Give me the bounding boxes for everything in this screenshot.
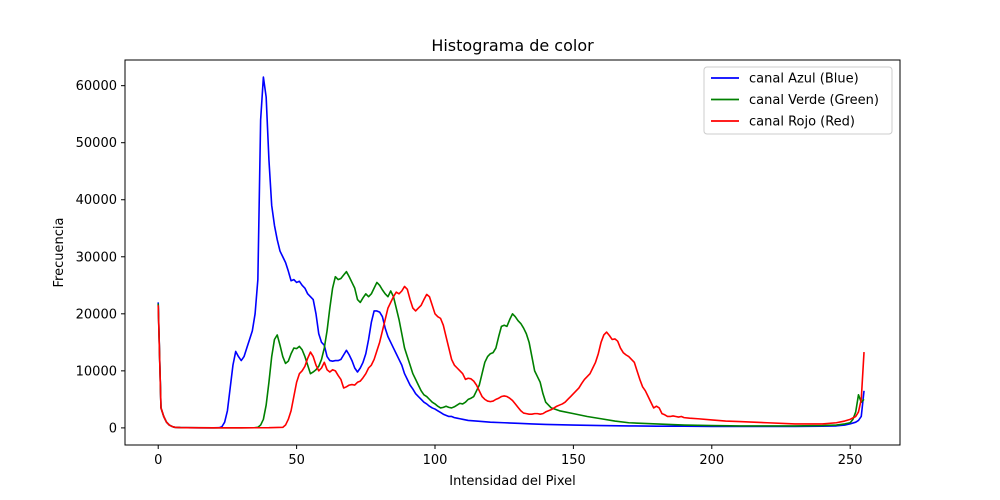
series-line-1 [157, 270, 865, 429]
y-tick-label: 40000 [76, 193, 117, 208]
series-line-0 [157, 76, 865, 429]
y-tick-label: 50000 [76, 136, 117, 151]
y-tick-label: 0 [109, 421, 117, 436]
legend-items: canal Azul (Blue) canal Verde (Green) cana… [711, 72, 879, 130]
legend-label-1: canal Verde (Green) [749, 93, 879, 108]
x-tick-label: 200 [699, 453, 724, 468]
series-line-2 [157, 285, 865, 429]
series-layer [157, 76, 865, 429]
x-axis-ticks: 0 50 100 150 200 250 [154, 445, 863, 468]
x-tick-label: 100 [423, 453, 448, 468]
plot-frame [124, 59, 901, 446]
x-axis-label: Intensidad del Pixel [449, 474, 575, 489]
y-axis-ticks: 0 10000 20000 30000 40000 50000 60000 [76, 79, 125, 436]
y-tick-label: 30000 [76, 250, 117, 265]
legend-label-0: canal Azul (Blue) [749, 72, 859, 87]
y-tick-label: 10000 [76, 364, 117, 379]
y-tick-label: 60000 [76, 79, 117, 94]
legend: canal Azul (Blue) canal Verde (Green) cana… [703, 66, 893, 135]
y-axis-label: Frecuencia [52, 218, 67, 288]
x-tick-label: 50 [288, 453, 305, 468]
x-tick-label: 150 [561, 453, 586, 468]
legend-label-2: canal Rojo (Red) [749, 115, 855, 130]
legend-box [703, 66, 893, 135]
x-tick-label: 0 [154, 453, 162, 468]
chart-title: Histograma de color [431, 36, 594, 55]
y-tick-label: 20000 [76, 307, 117, 322]
x-tick-label: 250 [838, 453, 863, 468]
